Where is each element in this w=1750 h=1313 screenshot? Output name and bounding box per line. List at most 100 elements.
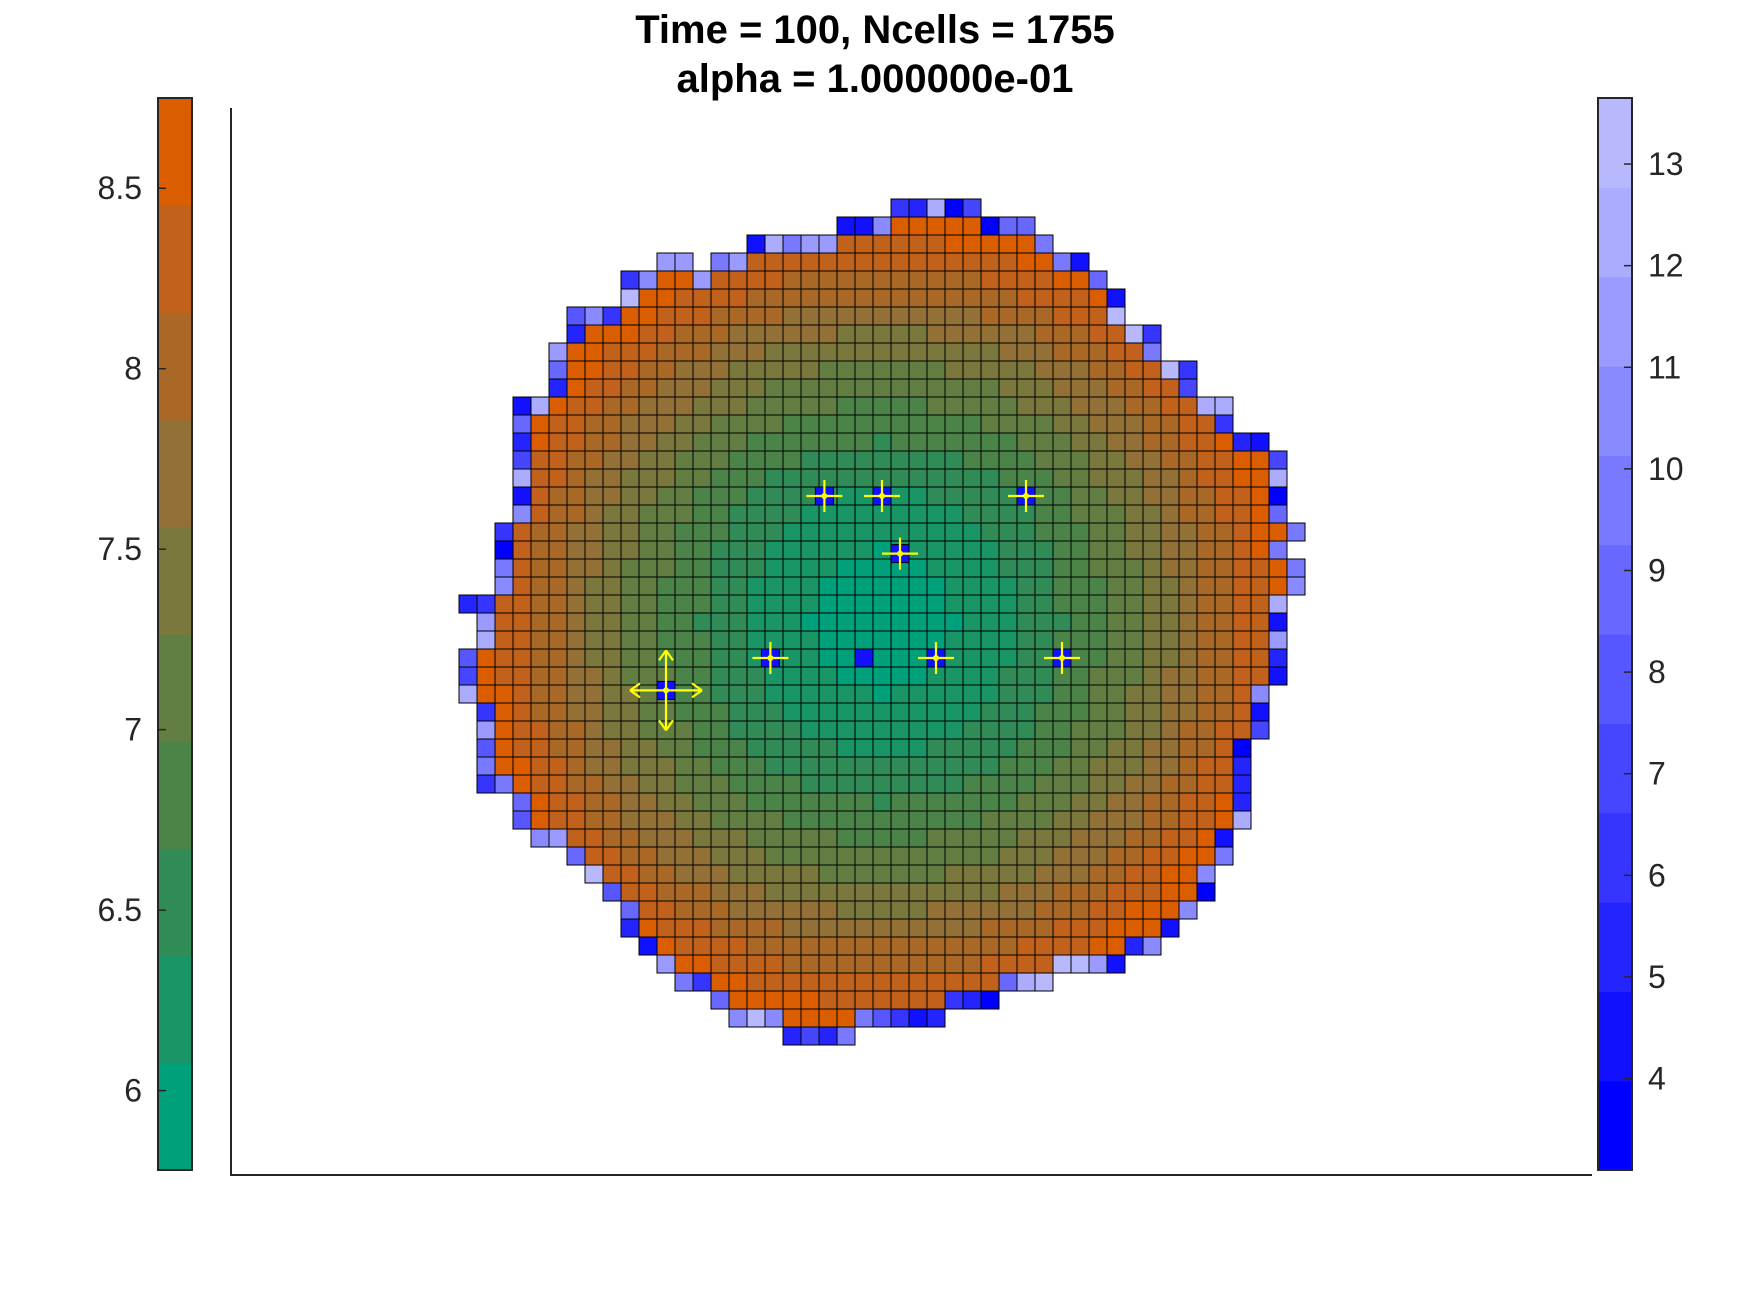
colony-cell [872, 846, 892, 866]
colony-cell [692, 504, 712, 524]
colony-cell [566, 558, 586, 578]
boundary-cell [1232, 792, 1252, 812]
right-colorbar-tick-label-1: 5 [1648, 959, 1666, 995]
colony-cell [476, 666, 496, 686]
boundary-cell [1232, 756, 1252, 776]
colony-cell [1124, 378, 1144, 398]
colony-cell [782, 270, 802, 290]
colony-cell [566, 756, 586, 776]
colony-cell [1034, 792, 1054, 812]
boundary-cell [602, 882, 622, 902]
boundary-cell [1142, 324, 1162, 344]
colony-cell [998, 468, 1018, 488]
colony-cell [530, 702, 550, 722]
boundary-cell [998, 972, 1018, 992]
colony-cell [890, 450, 910, 470]
colony-cell [746, 882, 766, 902]
colony-cell [1124, 414, 1144, 434]
colony-cell [1196, 720, 1216, 740]
colony-cell [854, 954, 874, 974]
colony-cell [926, 702, 946, 722]
colony-cell [494, 630, 514, 650]
colony-cell [584, 450, 604, 470]
boundary-cell [1178, 360, 1198, 380]
colony-cell [656, 828, 676, 848]
colony-cell [764, 360, 784, 380]
colony-cell [818, 540, 838, 560]
colony-cell [854, 450, 874, 470]
colony-cell [1052, 504, 1072, 524]
colony-cell [710, 684, 730, 704]
boundary-cell [872, 1008, 892, 1028]
left-colorbar-tick-label-3: 7.5 [98, 531, 142, 567]
colony-cell [1142, 504, 1162, 524]
colony-cell [1070, 450, 1090, 470]
colony-cell [854, 846, 874, 866]
colony-cell [710, 810, 730, 830]
colony-cell [656, 594, 676, 614]
colony-cell [746, 450, 766, 470]
boundary-cell [458, 666, 478, 686]
colony-cell [656, 576, 676, 596]
colony-cell [728, 918, 748, 938]
colony-cell [548, 738, 568, 758]
colony-cell [962, 324, 982, 344]
colony-cell [782, 594, 802, 614]
colony-cell [638, 342, 658, 362]
colony-cell [1124, 468, 1144, 488]
colony-cell [710, 792, 730, 812]
colony-cell [1070, 666, 1090, 686]
colony-cell [1016, 648, 1036, 668]
colony-cell [962, 396, 982, 416]
colony-cell [1052, 342, 1072, 362]
colony-cell [548, 486, 568, 506]
colony-cell [656, 432, 676, 452]
colony-cell [800, 864, 820, 884]
colony-cell [746, 324, 766, 344]
colony-cell [710, 882, 730, 902]
boundary-cell [746, 1008, 766, 1028]
colony-cell [764, 396, 784, 416]
colony-cell [926, 396, 946, 416]
colony-cell [962, 504, 982, 524]
colony-cell [1070, 414, 1090, 434]
colony-cell [512, 720, 532, 740]
colony-cell [692, 594, 712, 614]
colony-cell [1016, 810, 1036, 830]
plot-axes [230, 108, 1592, 1176]
colony-cell [1016, 414, 1036, 434]
colony-cell [602, 558, 622, 578]
colony-cell [1088, 432, 1108, 452]
colony-cell [584, 486, 604, 506]
colony-cell [998, 738, 1018, 758]
boundary-cell [1268, 594, 1288, 614]
colony-cell [1214, 540, 1234, 560]
colony-cell [674, 522, 694, 542]
colony-cell [602, 738, 622, 758]
colony-cell [872, 234, 892, 254]
colony-cell [944, 378, 964, 398]
boundary-cell [1214, 396, 1234, 416]
colony-cell [584, 846, 604, 866]
colony-cell [620, 846, 640, 866]
colony-cell [962, 738, 982, 758]
colony-cell [1232, 540, 1252, 560]
colony-cell [836, 414, 856, 434]
colony-cell [764, 954, 784, 974]
colony-cell [512, 666, 532, 686]
colony-cell [872, 684, 892, 704]
colony-cell [818, 450, 838, 470]
colony-cell [944, 288, 964, 308]
colony-cell [710, 666, 730, 686]
colony-cell [728, 576, 748, 596]
colony-cell [692, 738, 712, 758]
boundary-cell [1016, 972, 1036, 992]
colony-cell [1106, 882, 1126, 902]
boundary-cell [1268, 630, 1288, 650]
colony-cell [962, 360, 982, 380]
colony-cell [602, 684, 622, 704]
right-colorbar-swatch-5 [1598, 634, 1632, 724]
colony-cell [1034, 828, 1054, 848]
colony-cell [548, 630, 568, 650]
right-colorbar-swatch-1 [1598, 991, 1632, 1082]
